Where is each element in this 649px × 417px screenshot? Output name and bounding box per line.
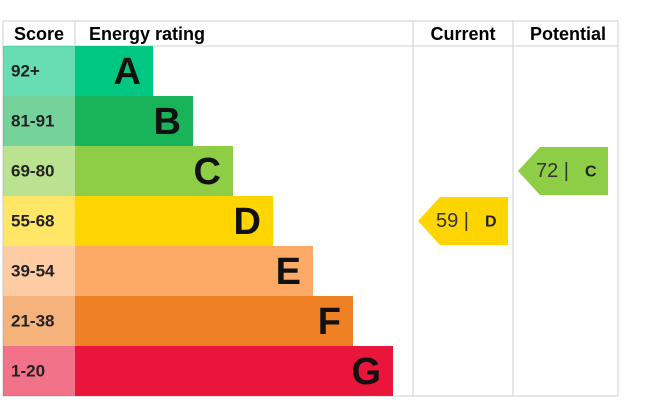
potential-arrow [518,147,608,195]
current-value: 59 | [436,210,469,232]
rating-bar [75,296,353,346]
rating-letter: B [154,101,181,143]
potential-value: 72 | [536,160,569,182]
score-label: 1-20 [11,362,45,381]
rating-letter: A [114,51,141,93]
rating-bar [75,46,153,96]
potential-letter: C [585,164,597,181]
rating-bar [75,346,393,396]
score-label: 21-38 [11,312,54,331]
rating-bar [75,196,273,246]
rating-letter: F [318,301,341,343]
score-label: 69-80 [11,162,54,181]
rating-letter: D [234,201,261,243]
header-current: Current [430,24,495,44]
rating-letter: G [351,351,381,393]
score-label: 55-68 [11,212,54,231]
rating-bar [75,246,313,296]
score-cell [3,146,75,196]
header-rating: Energy rating [89,24,205,44]
rating-letter: E [276,251,301,293]
rating-bar [75,146,233,196]
score-label: 39-54 [11,262,55,281]
current-letter: D [485,214,497,231]
score-cell [3,246,75,296]
rating-letter: C [194,151,221,193]
score-label: 81-91 [11,112,54,131]
header-potential: Potential [530,24,606,44]
rating-bar [75,96,193,146]
score-label: 92+ [11,62,40,81]
score-cell [3,296,75,346]
score-cell [3,196,75,246]
score-cell [3,46,75,96]
current-arrow [418,197,508,245]
score-cell [3,96,75,146]
header-score: Score [14,24,64,44]
score-cell [3,346,75,396]
